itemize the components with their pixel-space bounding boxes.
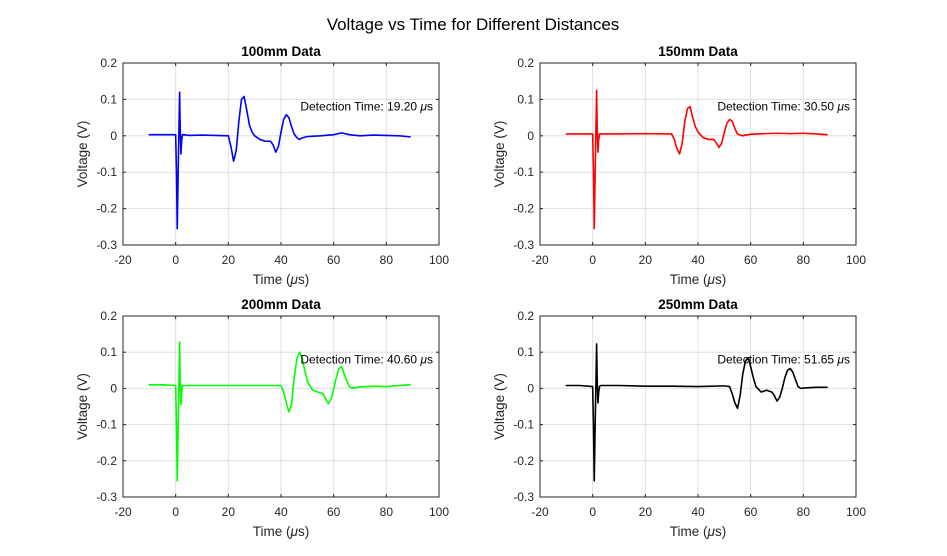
y-axis-label: Voltage (V): [492, 373, 507, 440]
x-tick-label: 60: [744, 253, 758, 267]
series-line: [148, 341, 411, 482]
y-axis-label: Voltage (V): [492, 121, 507, 188]
detection-time-annotation: Detection Time: 30.50 μs: [717, 100, 850, 114]
x-tick-label: 60: [744, 505, 758, 519]
x-tick-label: 60: [327, 253, 341, 267]
subplot-1: -20 0 20 40 60 80 100 -0.3 -0.2 -0.1 0 0.1 0.2 100mm …: [75, 44, 449, 287]
axes-box: [122, 62, 440, 246]
series-line: [148, 91, 411, 230]
y-tick-label: -0.2: [513, 454, 534, 468]
x-axis-label: Time (μs): [670, 524, 726, 539]
x-tick-label: 0: [589, 253, 596, 267]
x-tick-label: 40: [274, 253, 288, 267]
axes-box: [539, 315, 857, 498]
y-tick-label: 0: [527, 381, 534, 395]
series-line: [565, 89, 828, 230]
x-tick-label: 80: [797, 253, 811, 267]
x-tick-label: 40: [691, 253, 705, 267]
subplot-title: 100mm Data: [241, 44, 321, 59]
x-tick-label: 20: [639, 253, 653, 267]
subplot-title: 200mm Data: [241, 297, 321, 312]
y-tick-label: 0.1: [517, 345, 534, 359]
y-tick-label: -0.1: [96, 165, 117, 179]
x-tick-label: 20: [222, 253, 236, 267]
y-axis-label: Voltage (V): [75, 373, 90, 440]
x-tick-label: 100: [429, 505, 449, 519]
y-tick-label: -0.1: [513, 418, 534, 432]
y-tick-label: 0: [110, 381, 117, 395]
x-tick-label: 20: [222, 505, 236, 519]
x-tick-label: -20: [114, 505, 132, 519]
y-tick-label: -0.2: [96, 454, 117, 468]
x-tick-label: -20: [531, 253, 549, 267]
axes-box: [539, 62, 857, 246]
x-tick-label: -20: [531, 505, 549, 519]
y-tick-label: 0.1: [100, 345, 117, 359]
y-tick-label: 0.1: [100, 92, 117, 106]
y-tick-label: -0.3: [96, 490, 117, 504]
x-tick-label: 100: [429, 253, 449, 267]
detection-time-annotation: Detection Time: 19.20 μs: [300, 100, 433, 114]
detection-time-annotation: Detection Time: 40.60 μs: [300, 352, 433, 366]
x-tick-label: -20: [114, 253, 132, 267]
x-tick-label: 80: [797, 505, 811, 519]
x-tick-label: 60: [327, 505, 341, 519]
y-tick-label: -0.1: [513, 165, 534, 179]
y-tick-label: 0.2: [100, 309, 117, 323]
x-tick-label: 40: [274, 505, 288, 519]
x-tick-label: 40: [691, 505, 705, 519]
y-tick-label: -0.2: [513, 202, 534, 216]
subplot-title: 250mm Data: [658, 297, 738, 312]
subplot-grid: -20 0 20 40 60 80 100 -0.3 -0.2 -0.1 0 0.1 0.2 100mm …: [75, 44, 866, 539]
x-tick-label: 0: [172, 253, 179, 267]
y-tick-label: -0.1: [96, 418, 117, 432]
x-axis-label: Time (μs): [253, 272, 309, 287]
y-tick-label: -0.3: [96, 238, 117, 252]
y-tick-label: -0.3: [513, 238, 534, 252]
x-tick-label: 100: [846, 505, 866, 519]
y-tick-label: 0: [527, 129, 534, 143]
subplot-2: -20 0 20 40 60 80 100 -0.3 -0.2 -0.1 0 0.1 0.2 150mm …: [492, 44, 866, 287]
series-line: [565, 343, 828, 482]
x-tick-label: 80: [380, 253, 394, 267]
y-tick-label: 0.2: [517, 309, 534, 323]
x-tick-label: 100: [846, 253, 866, 267]
y-tick-label: 0.2: [517, 56, 534, 70]
y-tick-label: 0: [110, 129, 117, 143]
x-tick-label: 20: [639, 505, 653, 519]
axes-box: [122, 315, 440, 498]
y-tick-label: -0.3: [513, 490, 534, 504]
x-tick-label: 80: [380, 505, 394, 519]
y-tick-label: 0.1: [517, 92, 534, 106]
x-axis-label: Time (μs): [670, 272, 726, 287]
x-tick-label: 0: [589, 505, 596, 519]
subplot-4: -20 0 20 40 60 80 100 -0.3 -0.2 -0.1 0 0.1 0.2 250mm …: [492, 297, 866, 539]
subplot-3: -20 0 20 40 60 80 100 -0.3 -0.2 -0.1 0 0.1 0.2 200mm …: [75, 297, 449, 539]
y-tick-label: -0.2: [96, 202, 117, 216]
figure-title: Voltage vs Time for Different Distances: [327, 15, 620, 34]
x-axis-label: Time (μs): [253, 524, 309, 539]
detection-time-annotation: Detection Time: 51.65 μs: [717, 352, 850, 366]
y-tick-label: 0.2: [100, 56, 117, 70]
subplot-title: 150mm Data: [658, 44, 738, 59]
y-axis-label: Voltage (V): [75, 121, 90, 188]
x-tick-label: 0: [172, 505, 179, 519]
